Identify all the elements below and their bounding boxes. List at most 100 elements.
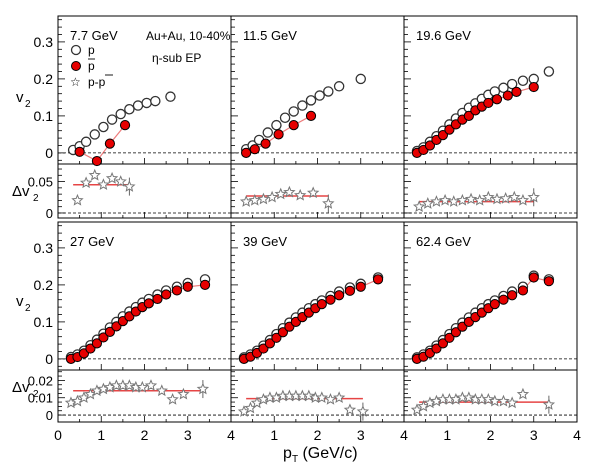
- p-point: [288, 106, 299, 117]
- diff-point: [177, 387, 190, 400]
- pbar-point: [463, 110, 474, 122]
- pbar-point: [273, 129, 284, 140]
- pbar-point: [355, 281, 366, 292]
- pbar-point: [511, 86, 522, 97]
- pbar-point: [498, 294, 509, 305]
- diff-point: [324, 392, 337, 405]
- x-tick-label: 1: [97, 427, 105, 443]
- legend: Au+Au, 10-40% η-sub EP p p ☆ p-p: [70, 29, 231, 89]
- y-tick-label: 0.2: [34, 71, 54, 87]
- diff-y-tick-label: 0.01: [28, 391, 53, 406]
- diff-point: [343, 403, 357, 416]
- system-label: Au+Au, 10-40%: [146, 29, 231, 43]
- diff-frame: [403, 369, 578, 423]
- diff-point: [123, 180, 136, 192]
- method-label: η-sub EP: [152, 51, 201, 65]
- p-point: [80, 136, 92, 148]
- diff-frame: [57, 163, 232, 219]
- diff-point: [123, 379, 136, 391]
- diff-point: [430, 195, 443, 207]
- panel-title: 39 GeV: [243, 234, 287, 249]
- pbar-point: [260, 138, 271, 149]
- pbar-point: [334, 290, 345, 301]
- diff-point: [248, 193, 261, 206]
- pbar-point: [277, 327, 288, 338]
- diff-point: [257, 192, 270, 205]
- diff-point: [473, 193, 486, 206]
- pbar-point: [104, 326, 116, 337]
- x-tick-label: 3: [184, 427, 192, 443]
- x-tick-label: 1: [270, 427, 278, 443]
- diff-point: [322, 197, 335, 209]
- y-diff-label-sub-top: 2: [33, 193, 39, 204]
- x-tick-label: 0: [54, 427, 62, 443]
- x-label-main: p: [283, 445, 292, 462]
- x-axis-label: p T (GeV/c): [283, 445, 358, 465]
- diff-point: [332, 391, 346, 403]
- y-main-label-sub-top: 2: [25, 99, 31, 110]
- pbar-point: [288, 120, 299, 131]
- diff-point: [155, 384, 168, 397]
- pbar-point: [91, 155, 103, 167]
- p-point: [165, 91, 176, 102]
- diff-point: [265, 190, 279, 203]
- panel-title: 7.7 GeV: [70, 28, 118, 43]
- pbar-point: [502, 90, 513, 101]
- p-point: [124, 103, 135, 115]
- p-point: [323, 86, 334, 97]
- x-tick-label: 2: [487, 427, 495, 443]
- panel-1: 0 0.1 0.2 0.3 0 0.05 7.7 GeV: [28, 15, 232, 221]
- y-diff-axis-label-bottom: Δv 2: [12, 379, 39, 400]
- p-point: [150, 95, 161, 107]
- diff-point: [196, 382, 210, 395]
- p-point: [279, 112, 291, 124]
- pbar-point: [528, 272, 539, 283]
- y-tick-label: 0: [45, 145, 53, 161]
- diff-y-tick-label: 0: [46, 206, 53, 221]
- x-tick-label: 4: [573, 427, 581, 443]
- pbar-point: [271, 332, 282, 343]
- diff-point: [505, 396, 519, 409]
- pbar-point: [424, 140, 436, 151]
- y-main-axis-label-top: v 2: [16, 89, 31, 110]
- pbar-point: [344, 285, 356, 296]
- x-tick-label: 3: [530, 427, 538, 443]
- pbar-point: [444, 332, 455, 343]
- pbar-point: [507, 290, 518, 301]
- p-point: [506, 78, 518, 90]
- panel-title: 62.4 GeV: [416, 234, 471, 249]
- panel-4: 0 0.1 0.2 0.3 0 0.01 0.02 0 1 2 3 4 27 GeV: [28, 221, 235, 443]
- pbar-point: [316, 299, 327, 310]
- p-point: [106, 114, 118, 125]
- pbar-point: [543, 276, 554, 287]
- pbar-point: [325, 294, 336, 305]
- x-label-unit: (GeV/c): [298, 445, 358, 462]
- diff-point: [294, 188, 307, 201]
- p-point: [132, 100, 144, 111]
- legend-p-marker: [70, 44, 82, 56]
- pbar-point: [437, 130, 449, 141]
- diff-point: [516, 387, 530, 400]
- pbar-point: [199, 279, 211, 290]
- diff-point: [315, 391, 329, 403]
- diff-point: [136, 380, 149, 393]
- y-diff-axis-label-top: Δv 2: [12, 183, 39, 204]
- pbar-point: [305, 110, 317, 122]
- diff-point: [144, 379, 158, 391]
- p-point: [271, 119, 282, 131]
- p-point: [314, 90, 325, 101]
- y-diff-label-text-bottom: Δv: [12, 379, 30, 396]
- diff-point: [239, 195, 253, 207]
- diff-point: [462, 391, 476, 403]
- panel-6: 1 2 3 4 62.4 GeV: [403, 221, 581, 443]
- diff-point: [283, 185, 296, 198]
- legend-pbar-label: p: [88, 59, 95, 73]
- diff-point: [499, 192, 512, 204]
- p-point: [89, 129, 101, 140]
- pbar-point: [98, 332, 109, 343]
- p-point: [98, 121, 109, 133]
- legend-diff-marker: ☆: [70, 75, 81, 89]
- y-tick-label: 0.1: [34, 108, 54, 124]
- diff-point: [508, 190, 521, 203]
- y-tick-label: 0.3: [34, 240, 54, 256]
